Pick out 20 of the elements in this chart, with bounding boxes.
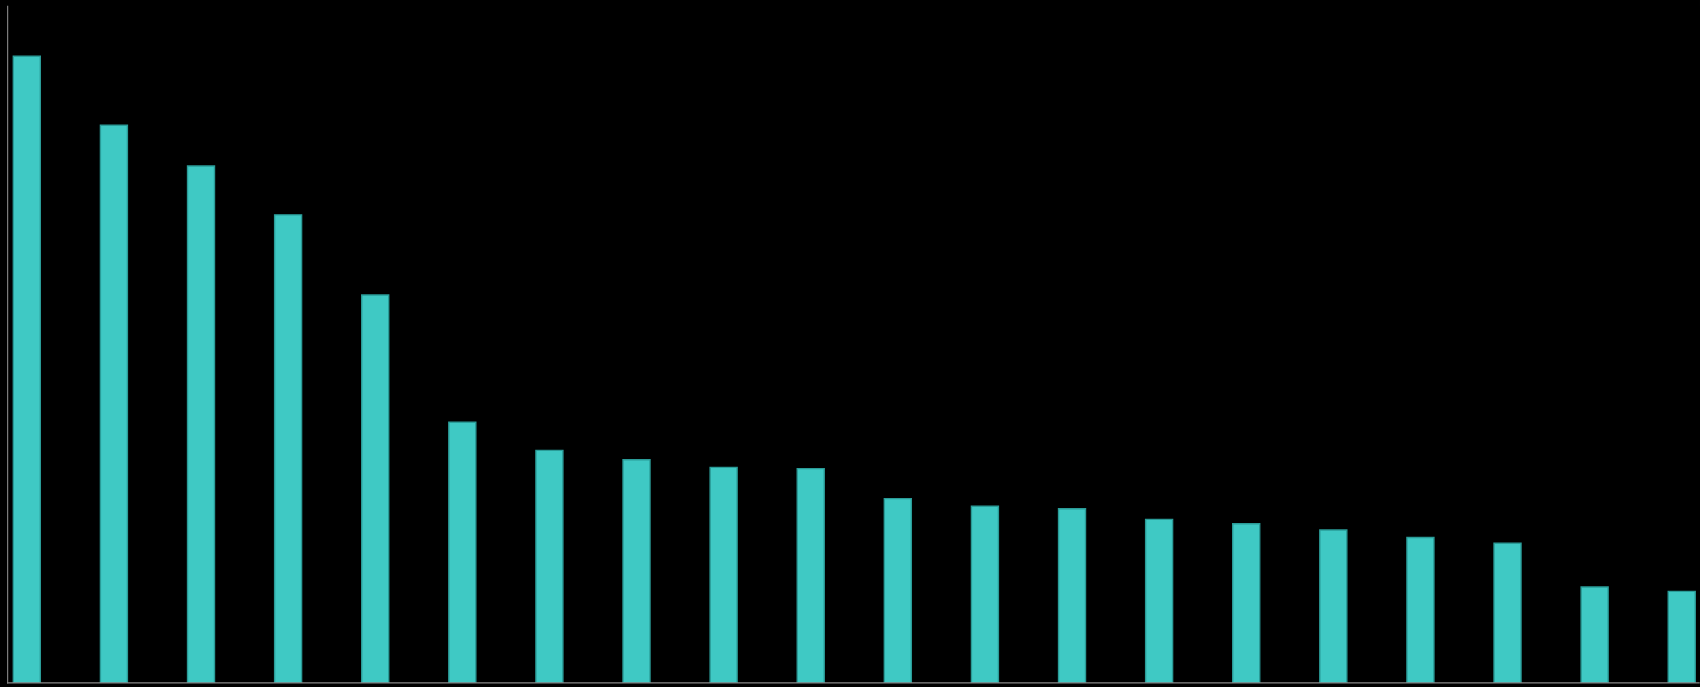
bar [1667, 590, 1696, 683]
bar [99, 124, 129, 683]
bar [1493, 542, 1522, 683]
bar [1406, 536, 1435, 683]
bar [448, 421, 477, 683]
bar [709, 466, 738, 683]
bar [1580, 586, 1609, 683]
bar [970, 505, 1000, 683]
bar [273, 214, 303, 683]
bar [361, 294, 390, 683]
bar [1232, 523, 1261, 683]
bar [1319, 529, 1348, 683]
bar [186, 165, 216, 683]
bar [535, 449, 564, 683]
bar [1144, 518, 1174, 683]
bar [622, 459, 651, 683]
bar [883, 497, 913, 683]
bar [796, 467, 825, 683]
bar [12, 55, 42, 683]
bar [1057, 507, 1087, 683]
